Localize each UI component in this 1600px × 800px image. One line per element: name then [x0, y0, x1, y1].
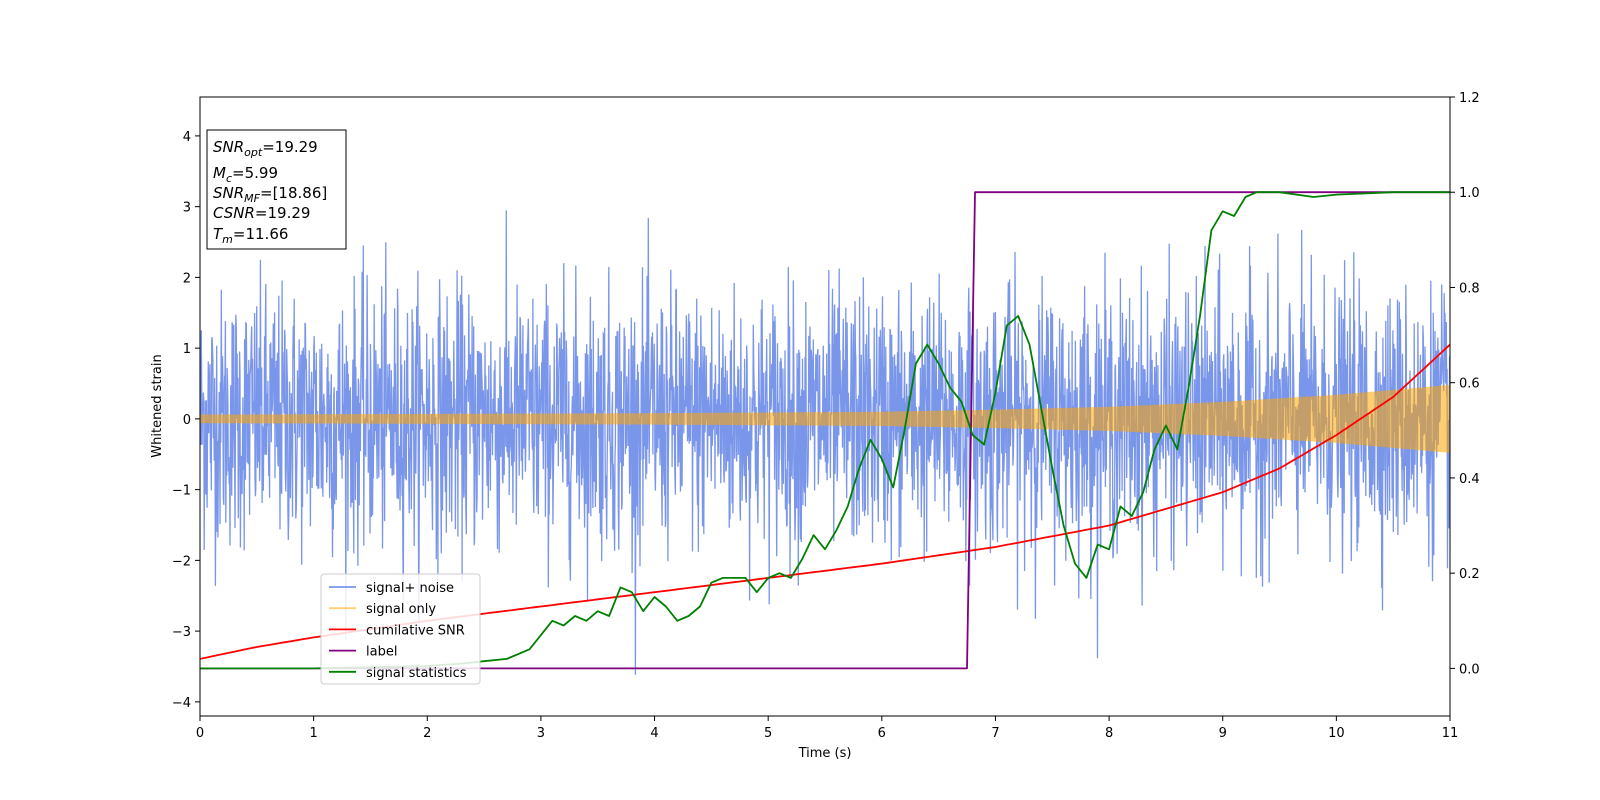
x-tick-label: 6 — [878, 726, 886, 741]
y-tick-label: 1 — [183, 342, 191, 357]
x-tick-label: 2 — [423, 726, 431, 741]
x-tick-label: 11 — [1442, 726, 1459, 741]
y-tick-label: −1 — [172, 484, 191, 499]
legend-label-label: label — [366, 645, 397, 660]
y-axis-left: −4 −3 −2 −1 0 1 2 3 4 — [172, 130, 200, 711]
x-tick-label: 9 — [1219, 726, 1227, 741]
y-tick-label: −2 — [172, 554, 191, 569]
x-tick-label: 7 — [991, 726, 999, 741]
y-axis-right: 0.0 0.2 0.4 0.6 0.8 1.0 1.2 — [1450, 91, 1480, 677]
y-tick-label: 0 — [183, 413, 191, 428]
annotation-snr-mf: SNRMF=[18.86] — [213, 184, 327, 205]
legend-label-signal-statistics: signal statistics — [366, 666, 467, 681]
y-tick-label: −3 — [172, 625, 191, 640]
legend-frame — [320, 573, 481, 685]
x-tick-label: 4 — [650, 726, 658, 741]
y2-tick-label: 0.2 — [1459, 567, 1480, 582]
x-tick-label: 5 — [764, 726, 772, 741]
legend-label-signal-noise: signal+ noise — [366, 581, 454, 596]
legend-label-cumilative-snr: cumilative SNR — [366, 623, 465, 638]
x-tick-label: 3 — [537, 726, 545, 741]
y2-tick-label: 0.6 — [1459, 377, 1480, 392]
y2-tick-label: 0.8 — [1459, 281, 1480, 296]
series-signal-statistics — [200, 191, 1450, 670]
y-tick-label: −4 — [172, 696, 191, 711]
axes-frame — [199, 96, 1451, 717]
x-tick-label: 8 — [1105, 726, 1113, 741]
annotation-csnr: CSNR=19.29 — [213, 204, 310, 222]
y-tick-label: 2 — [183, 271, 191, 286]
x-tick-label: 0 — [196, 726, 204, 741]
x-tick-label: 10 — [1328, 726, 1345, 741]
legend-label-signal-only: signal only — [366, 602, 436, 617]
x-axis-label: Time (s) — [798, 746, 852, 761]
annotation-snr-opt: SNRopt=19.29 — [213, 138, 318, 159]
y-axis-label: Whitened strain — [150, 354, 165, 457]
legend: signal+ noise signal only cumilative SNR la… — [320, 573, 481, 685]
y2-tick-label: 0.0 — [1459, 662, 1480, 677]
stats-annotation-box: SNRopt=19.29 Mc=5.99 SNRMF=[18.86] CSNR=… — [206, 129, 347, 250]
x-tick-label: 1 — [309, 726, 317, 741]
y2-tick-label: 1.0 — [1459, 186, 1480, 201]
y-tick-label: 3 — [183, 201, 191, 216]
series-signal-only — [200, 384, 1450, 453]
annotation-tm: Tm=11.66 — [213, 225, 288, 246]
y2-tick-label: 1.2 — [1459, 91, 1480, 106]
y-tick-label: 4 — [183, 130, 191, 145]
annotation-mc: Mc=5.99 — [213, 164, 278, 185]
y2-tick-label: 0.4 — [1459, 472, 1480, 487]
x-axis: 0 1 2 3 4 5 6 7 8 9 10 11 — [196, 716, 1458, 741]
annotation-frame — [206, 129, 347, 250]
